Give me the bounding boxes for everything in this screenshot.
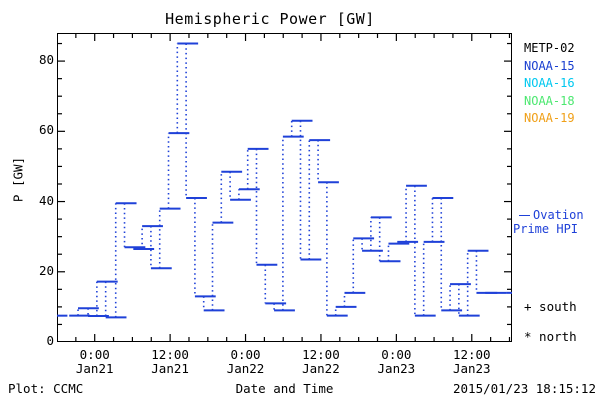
satellite-legend: METP-02 NOAA-15 NOAA-16 NOAA-18 NOAA-19 bbox=[524, 40, 600, 128]
y-tick-label: 40 bbox=[38, 192, 54, 208]
x-tick-label: 12:00 Jan23 bbox=[427, 348, 517, 376]
ovation-legend-label1: Ovation bbox=[533, 208, 584, 222]
legend-item-metp-02: METP-02 bbox=[524, 41, 575, 55]
x-tick-time: 0:00 bbox=[381, 347, 412, 362]
ovation-legend-label2: Prime HPI bbox=[513, 222, 579, 236]
legend-marker-north: * north bbox=[524, 329, 577, 344]
y-axis-tick-labels: 0 20 40 60 80 bbox=[10, 33, 54, 346]
x-tick-time: 0:00 bbox=[79, 347, 110, 362]
x-tick-date: Jan22 bbox=[226, 361, 265, 376]
y-tick-label: 80 bbox=[38, 52, 54, 68]
x-tick-date: Jan22 bbox=[302, 361, 340, 376]
x-tick-time: 12:00 bbox=[151, 347, 189, 362]
x-tick-date: Jan21 bbox=[75, 361, 114, 376]
ovation-legend: Ovation Prime HPI bbox=[513, 208, 600, 236]
legend-item-noaa-19: NOAA-19 bbox=[524, 111, 575, 125]
data-series-ovation-prime-hpi bbox=[57, 42, 512, 319]
y-tick-label: 60 bbox=[38, 122, 54, 138]
y-tick-label: 0 bbox=[46, 333, 54, 348]
footer-timestamp: 2015/01/23 18:15:12 bbox=[453, 381, 596, 396]
x-tick-date: Jan23 bbox=[377, 361, 416, 376]
x-axis-title: Date and Time bbox=[235, 381, 334, 396]
page-title: Hemispheric Power [GW] bbox=[165, 10, 375, 28]
legend-item-noaa-16: NOAA-16 bbox=[524, 76, 575, 90]
x-tick-time: 0:00 bbox=[230, 347, 261, 362]
y-axis-title: P [GW] bbox=[10, 156, 26, 203]
chart-plot-area bbox=[57, 33, 512, 342]
legend-marker-south: + south bbox=[524, 299, 577, 314]
x-tick-label: 12:00 Jan22 bbox=[276, 348, 366, 376]
y-tick-label: 20 bbox=[38, 262, 54, 278]
x-axis-tick-labels: 0:00 Jan21 12:00 Jan21 0:00 Jan22 12:00 Jan22 0:… bbox=[57, 348, 512, 382]
x-tick-label: 0:00 Jan22 bbox=[201, 348, 291, 376]
x-tick-date: Jan23 bbox=[452, 361, 491, 376]
ovation-legend-line1: Ovation bbox=[513, 208, 600, 222]
x-tick-date: Jan21 bbox=[151, 361, 189, 376]
x-tick-label: 12:00 Jan21 bbox=[125, 348, 215, 376]
plot-axes-frame bbox=[57, 33, 512, 342]
ovation-line-sample-icon bbox=[519, 215, 530, 216]
x-tick-time: 12:00 bbox=[452, 347, 491, 362]
axis-ticks bbox=[57, 33, 512, 342]
footer-plot-source: Plot: CCMC bbox=[8, 381, 84, 396]
x-tick-time: 12:00 bbox=[302, 347, 340, 362]
legend-item-noaa-18: NOAA-18 bbox=[524, 93, 575, 108]
x-tick-label: 0:00 Jan23 bbox=[351, 348, 441, 376]
legend-item-noaa-15: NOAA-15 bbox=[524, 58, 575, 73]
x-tick-label: 0:00 Jan21 bbox=[50, 348, 140, 376]
